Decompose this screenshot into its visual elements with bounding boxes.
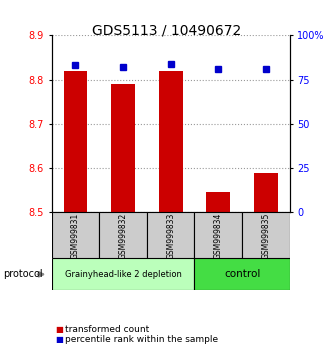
Text: GSM999834: GSM999834	[214, 212, 223, 259]
Text: transformed count: transformed count	[65, 325, 149, 334]
Bar	[194, 258, 290, 290]
Text: ■: ■	[55, 325, 63, 334]
Bar	[159, 71, 182, 212]
Text: GSM999835: GSM999835	[261, 212, 270, 259]
Bar	[194, 212, 242, 258]
Text: GSM999833: GSM999833	[166, 212, 175, 259]
Text: protocol: protocol	[3, 269, 43, 279]
Text: Grainyhead-like 2 depletion: Grainyhead-like 2 depletion	[65, 270, 181, 279]
Bar	[52, 212, 99, 258]
Bar	[111, 84, 135, 212]
Text: GDS5113 / 10490672: GDS5113 / 10490672	[92, 23, 241, 37]
Text: ■: ■	[55, 335, 63, 344]
Bar	[147, 212, 194, 258]
Bar	[254, 173, 278, 212]
Bar	[52, 258, 194, 290]
Bar	[206, 193, 230, 212]
Text: GSM999831: GSM999831	[71, 212, 80, 258]
Bar	[242, 212, 290, 258]
Bar	[99, 212, 147, 258]
Bar	[64, 71, 87, 212]
Text: percentile rank within the sample: percentile rank within the sample	[65, 335, 218, 344]
Text: control: control	[224, 269, 260, 279]
Text: GSM999832: GSM999832	[119, 212, 128, 258]
